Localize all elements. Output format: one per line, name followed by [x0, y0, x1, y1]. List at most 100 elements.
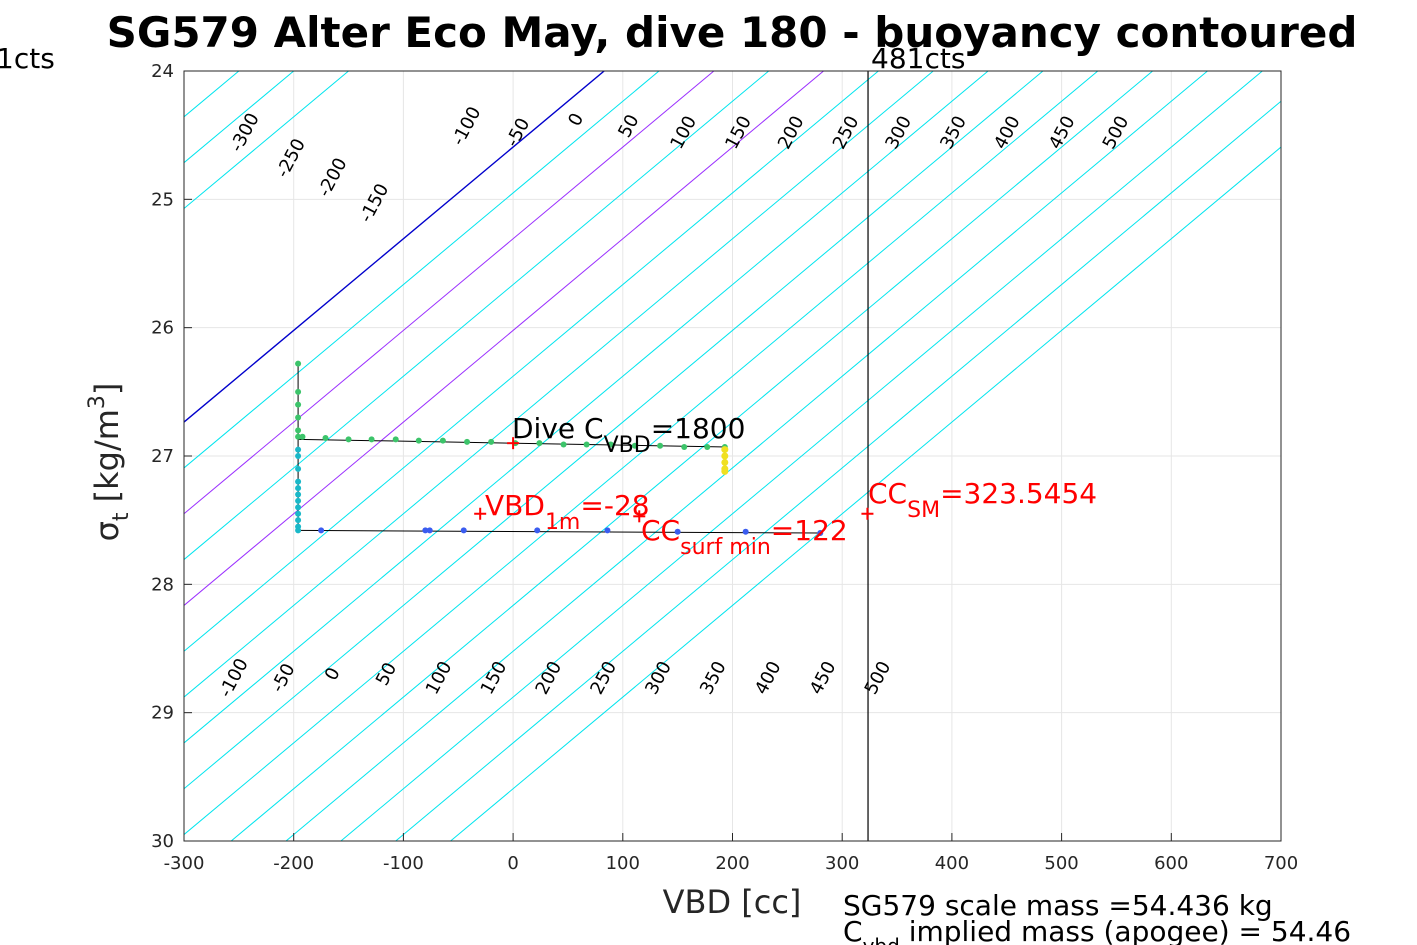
- implied-mass-pre: C: [843, 915, 863, 945]
- contour-line: [395, 100, 1281, 841]
- vbd-sub: 1m: [545, 510, 580, 535]
- x-tick-label: 200: [715, 853, 749, 874]
- y-axis-symbol: σ: [88, 521, 126, 541]
- dive-point-green: [415, 437, 422, 444]
- dive-point-green: [464, 438, 471, 445]
- dive-point-teal: [295, 510, 302, 517]
- dive-point-yellow: [721, 452, 729, 460]
- ccsm-sub: SM: [907, 498, 940, 523]
- contour-line: [184, 71, 1099, 836]
- implied-mass-text: Cvbd implied mass (apogee) = 54.46: [843, 915, 1351, 945]
- y-tick-label: 25: [151, 189, 174, 210]
- x-tick-label: 600: [1154, 853, 1188, 874]
- x-tick-label: -300: [164, 853, 205, 874]
- dive-point-blue: [318, 527, 325, 534]
- x-tick-label: 500: [1044, 853, 1078, 874]
- ccsurf-pre: CC: [641, 514, 680, 547]
- dive-point-green: [299, 433, 306, 440]
- contour-line: [450, 146, 1281, 841]
- dive-point-teal: [295, 527, 302, 534]
- chart-title: SG579 Alter Eco May, dive 180 - buoyancy…: [107, 8, 1358, 57]
- x-axis-label: VBD [cc]: [663, 883, 802, 921]
- ccsm-pre: CC: [868, 477, 907, 510]
- contour-line: [184, 71, 715, 515]
- axes: -300 -200 -100 0 100 200 300 400 500 600 700 24 25 26…: [151, 61, 1298, 874]
- dive-point-blue: [742, 528, 749, 535]
- contour-line: [184, 71, 770, 561]
- dive-point-yellow: [721, 467, 729, 475]
- dive-point-teal: [295, 517, 302, 524]
- dive-lower-line: [298, 529, 821, 534]
- dive-series: [295, 360, 874, 536]
- y-axis-label: σt [kg/m3]: [85, 383, 134, 542]
- x-tick-label: 700: [1264, 853, 1298, 874]
- dive-cvbd-sub: VBD: [604, 433, 651, 458]
- vbd-post: =-28: [580, 489, 649, 522]
- dive-point-teal: [295, 446, 302, 453]
- x-tick-label: 400: [935, 853, 969, 874]
- contour-line: [285, 71, 1208, 841]
- dive-point-green: [295, 401, 302, 408]
- scale-mass-text: SG579 scale mass =54.436 kg: [843, 889, 1273, 922]
- dive-point-green: [295, 433, 302, 440]
- dive-point-green: [322, 435, 329, 442]
- vbd-1m-annotation: VBD1m=-28: [485, 489, 650, 535]
- x-tick-label: -100: [383, 853, 424, 874]
- dive-point-green: [392, 436, 399, 443]
- y-tick-label: 29: [151, 703, 174, 724]
- dive-point-green: [345, 436, 352, 443]
- contour-line: [340, 71, 1263, 841]
- y-axis-close: ]: [88, 383, 126, 395]
- y-tick-label: 26: [151, 318, 174, 339]
- dive-point-green: [295, 360, 302, 367]
- dive-point-green: [704, 444, 711, 451]
- dive-point-green: [657, 442, 664, 449]
- implied-mass-post: implied mass (apogee) = 54.46: [900, 915, 1351, 945]
- dive-cvbd-pre: Dive C: [512, 412, 604, 445]
- y-axis-sup: 3: [85, 395, 110, 409]
- ccsm-post: =323.5454: [940, 477, 1097, 510]
- dive-point-green: [560, 441, 567, 448]
- implied-mass-sub: vbd: [863, 934, 900, 945]
- dive-point-teal: [295, 485, 302, 492]
- dive-point-green: [536, 440, 543, 447]
- dive-point-green: [439, 437, 446, 444]
- y-axis-sub: t: [109, 512, 134, 521]
- x-tick-label: 300: [825, 853, 859, 874]
- contour-line: [184, 71, 605, 423]
- dive-point-green: [681, 444, 688, 451]
- dive-point-yellow: [721, 446, 729, 454]
- dive-point-teal: [295, 497, 302, 504]
- contour-line: [184, 71, 879, 652]
- contour-line: [184, 71, 1044, 790]
- vbd-pre: VBD: [485, 489, 545, 522]
- buoyancy-contours: [184, 71, 1281, 841]
- dive-point-green: [583, 441, 590, 448]
- x-tick-label: 100: [606, 853, 640, 874]
- dive-point-green: [295, 388, 302, 395]
- dive-point-green: [631, 442, 638, 449]
- ccsurf-post: =122: [771, 514, 848, 547]
- x-tick-label: 0: [507, 853, 518, 874]
- y-tick-label: 30: [151, 831, 174, 852]
- y-tick-label: 27: [151, 446, 174, 467]
- dive-point-blue: [817, 530, 824, 536]
- dive-point-blue: [674, 528, 681, 535]
- dive-cvbd-post: =1800: [651, 412, 746, 445]
- contour-line: [184, 71, 824, 607]
- ccsurf-annotation: CCsurf min=122: [641, 514, 848, 560]
- contour-line: [184, 71, 349, 210]
- dive-point-teal: [295, 478, 302, 485]
- dive-point-blue: [604, 527, 611, 534]
- dive-point-teal: [295, 504, 302, 511]
- dive-cvbd-annotation: Dive CVBD=1800: [512, 412, 745, 458]
- contour-line: [184, 71, 660, 469]
- contour-line: [184, 71, 934, 698]
- y-tick-label: 24: [151, 61, 174, 82]
- ref-label-left: 1cts: [0, 42, 55, 75]
- ref-label-right: 481cts: [871, 42, 965, 75]
- contour-line: [230, 71, 1153, 841]
- contour-line: [184, 71, 989, 744]
- dive-point-blue: [534, 527, 541, 534]
